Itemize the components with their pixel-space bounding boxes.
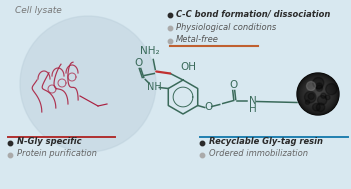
Circle shape <box>317 93 319 95</box>
Text: N: N <box>249 95 257 105</box>
Circle shape <box>321 93 326 98</box>
Text: NH: NH <box>147 81 162 91</box>
Circle shape <box>304 91 316 103</box>
Circle shape <box>300 76 336 112</box>
Text: O: O <box>134 59 143 68</box>
Circle shape <box>312 88 324 100</box>
Circle shape <box>316 103 325 112</box>
Text: H: H <box>249 104 257 114</box>
Circle shape <box>315 91 321 97</box>
Text: O: O <box>205 101 213 112</box>
Circle shape <box>311 87 325 101</box>
Circle shape <box>303 79 333 109</box>
Circle shape <box>309 85 327 103</box>
Circle shape <box>312 103 320 111</box>
Circle shape <box>299 75 337 113</box>
Circle shape <box>313 89 323 99</box>
Circle shape <box>302 78 334 110</box>
Circle shape <box>316 85 323 91</box>
Circle shape <box>325 95 330 100</box>
Circle shape <box>314 90 322 98</box>
Circle shape <box>313 77 324 89</box>
Circle shape <box>305 81 331 107</box>
Text: Metal-free: Metal-free <box>176 36 219 44</box>
Circle shape <box>297 73 339 115</box>
Circle shape <box>304 80 332 108</box>
Circle shape <box>310 86 326 102</box>
Text: Cell lysate: Cell lysate <box>15 6 62 15</box>
Circle shape <box>20 16 156 152</box>
Text: Ordered immobilization: Ordered immobilization <box>209 149 308 159</box>
Text: Recyclable Gly-tag resin: Recyclable Gly-tag resin <box>209 138 323 146</box>
Text: OH: OH <box>180 63 196 73</box>
Circle shape <box>317 95 327 105</box>
Circle shape <box>298 74 338 114</box>
Text: Protein purification: Protein purification <box>17 149 97 159</box>
Text: Physiological conditions: Physiological conditions <box>176 22 276 32</box>
Text: N-Gly specific: N-Gly specific <box>17 138 82 146</box>
Circle shape <box>306 82 330 106</box>
Text: NH₂: NH₂ <box>140 46 160 57</box>
Circle shape <box>308 93 314 100</box>
Circle shape <box>305 100 310 104</box>
Circle shape <box>316 83 323 89</box>
Circle shape <box>326 84 337 95</box>
Circle shape <box>307 83 329 105</box>
Text: C-C bond formation/ dissociation: C-C bond formation/ dissociation <box>176 9 330 19</box>
Circle shape <box>306 81 316 91</box>
Circle shape <box>316 92 320 96</box>
Text: O: O <box>230 80 238 90</box>
Circle shape <box>308 84 328 104</box>
Circle shape <box>301 77 335 111</box>
